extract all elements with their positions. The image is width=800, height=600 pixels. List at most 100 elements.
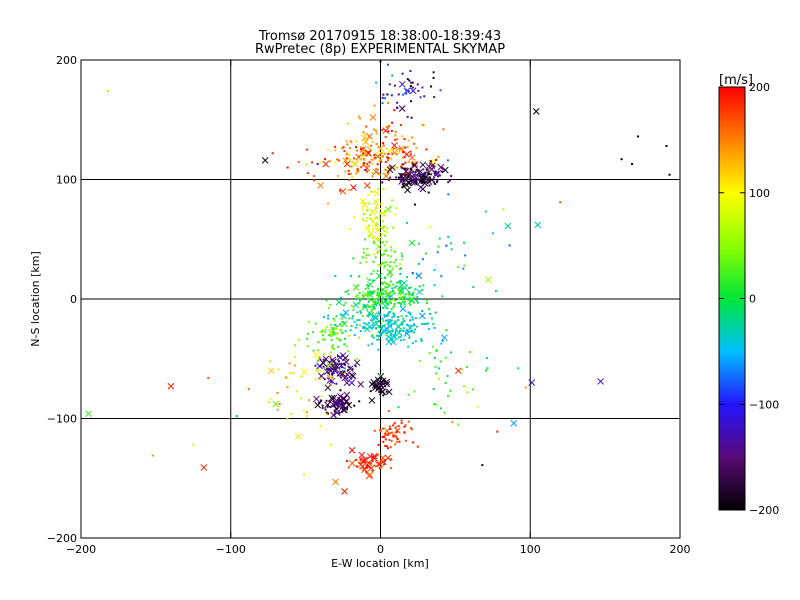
data-point — [383, 266, 386, 269]
data-point-cross-stroke — [328, 394, 336, 402]
data-point — [335, 382, 338, 385]
data-point-cross-stroke — [375, 383, 383, 391]
data-point — [362, 469, 365, 472]
data-point-cross — [320, 359, 327, 367]
data-point — [421, 258, 424, 261]
data-point — [348, 147, 351, 150]
data-point — [430, 85, 433, 88]
data-point — [394, 130, 397, 133]
data-point — [372, 336, 375, 339]
data-point-cross-stroke — [353, 359, 361, 367]
data-point — [336, 158, 339, 161]
data-point — [379, 467, 382, 470]
data-point — [377, 146, 380, 149]
data-point-cross-stroke — [337, 362, 345, 369]
data-point — [398, 286, 401, 289]
data-point — [371, 219, 374, 222]
data-point — [414, 340, 417, 343]
data-point-cross — [395, 329, 403, 337]
data-point-cross-stroke — [383, 378, 391, 386]
data-point — [378, 390, 381, 393]
data-point — [398, 263, 401, 266]
data-point — [420, 181, 423, 184]
data-point — [392, 424, 395, 427]
data-point — [381, 155, 384, 158]
data-point — [333, 332, 336, 335]
data-point-cross-stroke — [313, 395, 320, 403]
data-point — [409, 286, 412, 289]
data-point — [345, 140, 348, 143]
data-point — [383, 211, 386, 214]
data-point — [362, 306, 365, 309]
data-point — [349, 140, 352, 143]
data-point — [402, 338, 405, 341]
data-point — [412, 170, 415, 173]
data-point — [368, 278, 371, 281]
data-point — [406, 115, 409, 118]
data-point-cross-stroke — [341, 488, 348, 495]
data-point — [372, 269, 375, 272]
data-point — [385, 231, 388, 234]
data-point-cross-stroke — [403, 330, 411, 337]
data-point — [408, 336, 411, 339]
data-point — [398, 330, 401, 333]
data-point — [290, 412, 293, 415]
data-point — [365, 323, 368, 326]
data-point — [327, 317, 330, 320]
data-point — [369, 390, 372, 393]
data-point — [331, 346, 334, 349]
data-point — [326, 404, 329, 407]
data-point — [405, 221, 408, 224]
data-point — [411, 342, 414, 345]
data-point — [366, 463, 369, 466]
data-point — [345, 157, 348, 160]
data-point-cross — [528, 379, 536, 387]
data-point — [375, 216, 378, 219]
data-point — [363, 150, 366, 153]
data-point — [376, 453, 379, 456]
data-point-cross — [365, 149, 372, 157]
data-point — [396, 438, 399, 441]
data-point — [332, 404, 335, 407]
data-point — [338, 324, 341, 327]
data-point — [398, 288, 401, 291]
data-point — [415, 182, 418, 185]
data-point — [368, 202, 371, 205]
data-point — [394, 426, 397, 429]
data-point — [374, 206, 377, 209]
data-point — [373, 305, 376, 308]
data-point — [340, 317, 343, 320]
data-point-cross-stroke — [399, 305, 407, 313]
data-point — [389, 261, 392, 264]
data-point — [409, 426, 412, 429]
data-point-cross — [421, 179, 429, 187]
data-point — [423, 172, 426, 175]
data-point — [367, 322, 370, 325]
data-point — [367, 224, 370, 227]
data-point — [408, 327, 411, 330]
data-point — [377, 320, 380, 323]
data-point — [384, 438, 387, 441]
data-point — [438, 237, 441, 240]
data-point-cross-stroke — [382, 127, 390, 134]
data-point — [415, 169, 418, 172]
data-point — [352, 308, 355, 311]
data-point-cross-stroke — [373, 382, 381, 390]
data-point — [414, 317, 417, 320]
data-point — [370, 335, 373, 338]
data-point — [350, 275, 353, 278]
data-point — [437, 245, 440, 248]
data-point — [366, 165, 369, 168]
data-point — [351, 368, 354, 371]
data-point — [386, 447, 389, 450]
data-point — [371, 326, 374, 329]
data-point-cross — [408, 296, 416, 303]
data-point-cross-stroke — [357, 381, 365, 388]
data-point — [449, 242, 452, 245]
data-point — [322, 358, 325, 361]
data-point-cross — [314, 401, 322, 409]
data-point — [391, 289, 394, 292]
data-point — [380, 253, 383, 256]
data-point-cross-stroke — [350, 184, 357, 191]
data-point — [433, 356, 436, 359]
